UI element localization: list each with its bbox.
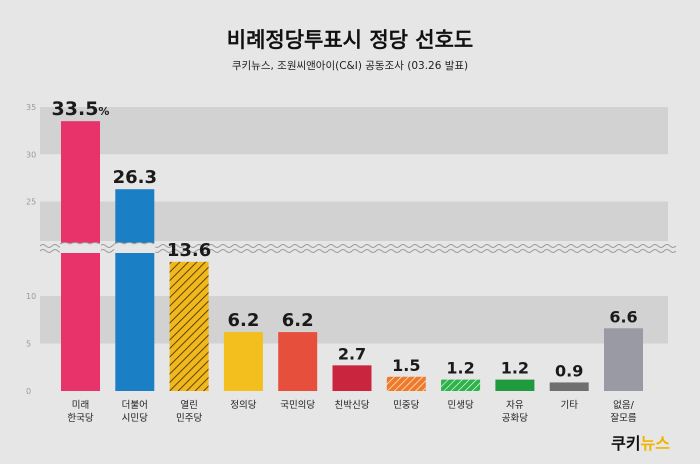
category-label: 없음/	[613, 399, 634, 411]
category-label: 더불어	[122, 400, 148, 411]
bar	[169, 261, 209, 391]
bar	[495, 379, 535, 391]
value-label: 1.5	[392, 356, 420, 375]
category-label: 시민당	[122, 413, 148, 424]
value-label: 2.7	[338, 344, 366, 363]
category-label: 공화당	[502, 413, 528, 424]
value-label: 33.5%	[52, 98, 110, 120]
value-label: 6.6	[609, 307, 637, 326]
bar-break-gap	[60, 243, 101, 253]
grid-band	[40, 107, 668, 155]
logo: 쿠키뉴스	[611, 434, 670, 453]
bar	[115, 189, 155, 391]
y-tick-label: 0	[26, 387, 31, 396]
value-label: 1.2	[446, 359, 474, 378]
category-label: 기타	[560, 400, 578, 411]
value-label: 1.2	[501, 359, 529, 378]
y-tick-label: 5	[26, 340, 31, 349]
category-label: 정의당	[230, 400, 256, 411]
category-label: 미래	[72, 400, 89, 411]
value-label: 13.6	[167, 240, 211, 261]
value-label: 26.3	[113, 167, 157, 188]
value-label: 6.2	[282, 310, 314, 331]
category-label: 민중당	[393, 400, 419, 411]
logo-part1: 쿠키	[611, 434, 640, 453]
logo-part2: 뉴스	[641, 434, 671, 453]
category-label: 친박신당	[335, 400, 370, 411]
value-labels: 33.5% 26.3 13.6 6.2 6.2 2.7 1.5 1.2 1.2 0.9 6.6	[52, 98, 638, 380]
value-label: 0.9	[555, 361, 583, 380]
category-label: 자유	[506, 400, 524, 411]
svg-text:쿠키뉴스: 쿠키뉴스	[611, 434, 670, 453]
bar	[278, 332, 318, 391]
category-label: 민생당	[447, 400, 473, 411]
category-label: 국민의당	[280, 400, 315, 411]
y-tick-label: 30	[26, 150, 36, 159]
value-unit: %	[98, 105, 109, 118]
chart-title: 비례정당투표시 정당 선호도	[227, 28, 473, 52]
bar	[386, 376, 426, 391]
bars	[59, 121, 643, 392]
category-label: 잘모름	[610, 412, 636, 424]
bar	[549, 382, 589, 391]
bar	[332, 365, 372, 391]
bar-break-line	[59, 242, 101, 245]
category-label: 한국당	[67, 413, 93, 424]
value-label: 6.2	[227, 310, 259, 331]
y-axis-ticks: 0 5 10 25 30 35	[26, 103, 36, 396]
y-tick-label: 10	[26, 292, 36, 301]
bar	[223, 332, 263, 391]
y-tick-label: 25	[26, 198, 36, 207]
bar-break-line	[114, 242, 155, 245]
bar	[604, 328, 643, 391]
chart-subtitle: 쿠키뉴스, 조원씨앤아이(C&I) 공동조사 (03.26 발표)	[232, 60, 468, 72]
category-label: 열린	[180, 400, 197, 411]
bar	[61, 121, 100, 392]
bar	[441, 379, 481, 391]
y-tick-label: 35	[26, 103, 36, 112]
bar-break-gap	[114, 243, 156, 253]
category-label: 민주당	[176, 413, 202, 424]
